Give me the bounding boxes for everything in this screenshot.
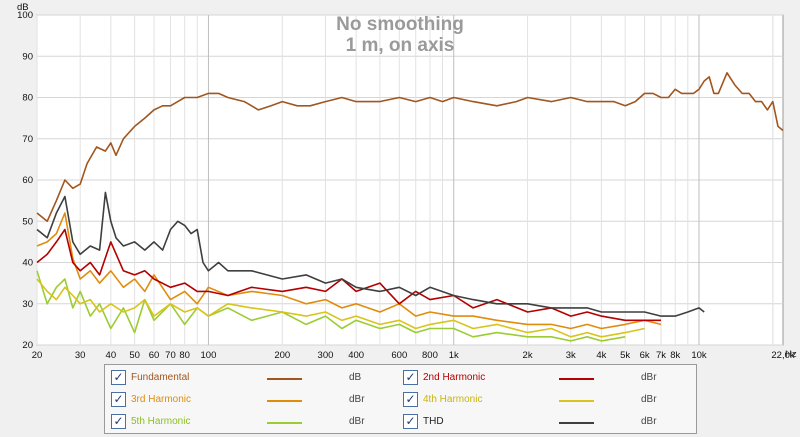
y-tick-label: 30 (22, 299, 33, 310)
x-tick-label: 8k (670, 350, 680, 361)
series-line-5th-harmonic (36, 270, 626, 342)
legend-label-3rd-harmonic: 3rd Harmonic (131, 394, 192, 405)
x-tick-labels: 20 30 40 50 60 70 80 100 200 300 400 600 800 1k 2k 3k 4k… (32, 350, 795, 361)
legend-unit-3rd-harmonic: dBr (349, 394, 365, 405)
y-tick-labels: 20 30 40 50 60 70 80 90 100 (17, 10, 33, 351)
legend-unit-5th-harmonic: dBr (349, 416, 365, 427)
x-tick-label: 1k (449, 350, 459, 361)
x-axis-unit: Hz (785, 349, 797, 360)
legend-item-4th-harmonic[interactable]: ✓ 4th Harmonic dBr (397, 391, 689, 409)
legend-checkbox-2nd-harmonic[interactable]: ✓ (403, 370, 418, 385)
x-tick-label: 400 (348, 350, 364, 361)
x-tick-label: 100 (201, 350, 217, 361)
legend-checkbox-5th-harmonic[interactable]: ✓ (111, 414, 126, 429)
legend-unit-4th-harmonic: dBr (641, 394, 657, 405)
y-tick-label: 70 (22, 134, 33, 145)
y-tick-label: 60 (22, 175, 33, 186)
x-tick-label: 20 (32, 350, 43, 361)
x-tick-label: 200 (274, 350, 290, 361)
x-tick-label: 70 (165, 350, 176, 361)
x-tick-label: 7k (656, 350, 666, 361)
series-line-2nd-harmonic (36, 228, 661, 322)
legend-label-4th-harmonic: 4th Harmonic (423, 394, 483, 405)
y-tick-label: 20 (22, 340, 33, 351)
legend-swatch-fundamental (267, 378, 302, 380)
series-line-4th-harmonic (36, 278, 645, 338)
x-tick-label: 3k (566, 350, 576, 361)
legend-swatch-4th-harmonic (559, 400, 594, 402)
legend-checkbox-3rd-harmonic[interactable]: ✓ (111, 392, 126, 407)
y-tick-label: 50 (22, 216, 33, 227)
chart-subtitle: 1 m, on axis (346, 35, 455, 56)
legend-checkbox-4th-harmonic[interactable]: ✓ (403, 392, 418, 407)
legend-item-2nd-harmonic[interactable]: ✓ 2nd Harmonic dBr (397, 369, 689, 387)
x-tick-label: 22,0k (771, 350, 794, 361)
x-tick-label: 6k (640, 350, 650, 361)
legend-label-fundamental: Fundamental (131, 372, 190, 383)
legend-item-thd[interactable]: ✓ THD dBr (397, 413, 689, 431)
legend-item-3rd-harmonic[interactable]: ✓ 3rd Harmonic dBr (105, 391, 397, 409)
legend-checkbox-thd[interactable]: ✓ (403, 414, 418, 429)
legend-label-thd: THD (423, 416, 444, 427)
series-group (36, 72, 784, 342)
legend-unit-fundamental: dB (349, 372, 362, 383)
grid-lines (36, 14, 783, 346)
series-line-3rd-harmonic (36, 212, 662, 330)
legend-label-5th-harmonic: 5th Harmonic (131, 416, 191, 427)
x-tick-label: 40 (106, 350, 117, 361)
x-tick-label: 300 (318, 350, 334, 361)
x-tick-label: 2k (523, 350, 533, 361)
x-tick-label: 50 (129, 350, 140, 361)
x-tick-label: 10k (691, 350, 707, 361)
x-tick-label: 60 (149, 350, 160, 361)
y-axis-label: dB (17, 2, 29, 13)
y-tick-label: 90 (22, 51, 33, 62)
x-tick-label: 5k (620, 350, 630, 361)
legend: ✓ Fundamental dB ✓ 2nd Harmonic dBr ✓ 3r… (104, 364, 697, 434)
legend-item-fundamental[interactable]: ✓ Fundamental dB (105, 369, 397, 387)
legend-unit-thd: dBr (641, 416, 657, 427)
chart-title: No smoothing (336, 14, 464, 35)
legend-swatch-3rd-harmonic (267, 400, 302, 402)
legend-label-2nd-harmonic: 2nd Harmonic (423, 372, 486, 383)
legend-item-5th-harmonic[interactable]: ✓ 5th Harmonic dBr (105, 413, 397, 431)
y-tick-label: 80 (22, 93, 33, 104)
x-tick-label: 80 (179, 350, 190, 361)
legend-unit-2nd-harmonic: dBr (641, 372, 657, 383)
legend-swatch-thd (559, 422, 594, 424)
x-tick-label: 600 (391, 350, 407, 361)
x-tick-label: 800 (422, 350, 438, 361)
legend-swatch-2nd-harmonic (559, 378, 594, 380)
series-line-fundamental (36, 72, 784, 223)
series-line-thd (36, 191, 705, 317)
x-tick-label: 30 (75, 350, 86, 361)
x-tick-label: 4k (596, 350, 606, 361)
y-tick-label: 40 (22, 258, 33, 269)
y-tick-label: 100 (17, 10, 33, 21)
legend-checkbox-fundamental[interactable]: ✓ (111, 370, 126, 385)
legend-swatch-5th-harmonic (267, 422, 302, 424)
